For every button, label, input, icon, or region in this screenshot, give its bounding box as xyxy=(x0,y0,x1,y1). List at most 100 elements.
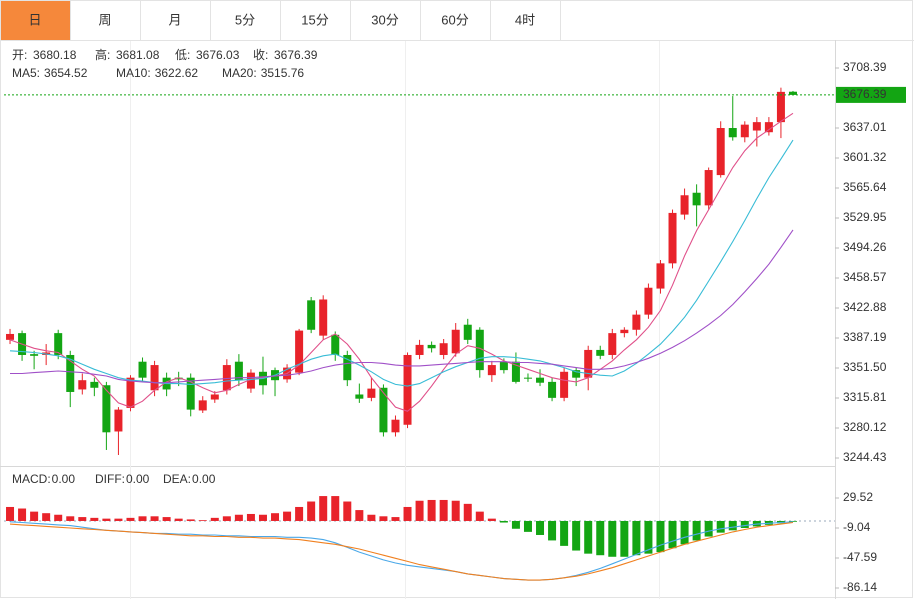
candle-body xyxy=(656,263,665,289)
ma-line xyxy=(9,112,794,412)
candle-body xyxy=(331,334,340,355)
tab-label[interactable]: 15分 xyxy=(301,12,328,27)
candle-body xyxy=(620,329,629,334)
candle-body xyxy=(415,344,424,355)
macd-bar xyxy=(632,520,641,556)
tab-label[interactable]: 60分 xyxy=(441,12,468,27)
ohlc-label: 低: xyxy=(175,48,190,62)
macd-bar xyxy=(548,520,557,541)
tab[interactable] xyxy=(420,0,491,41)
macd-bar xyxy=(150,516,159,521)
candle-body xyxy=(355,394,364,399)
candle-body xyxy=(740,124,749,138)
candle-body xyxy=(222,365,231,391)
macd-bar xyxy=(283,511,292,521)
macd-bar xyxy=(403,506,412,521)
macd-bar xyxy=(54,514,63,521)
y-tick-label: -86.14 xyxy=(843,580,877,594)
candle-body xyxy=(548,381,557,398)
candle-body xyxy=(126,377,135,408)
macd-bar xyxy=(90,517,99,521)
tab-label[interactable]: 4时 xyxy=(515,12,535,27)
ohlc-value: 3676.39 xyxy=(274,48,318,62)
grid xyxy=(130,41,660,599)
tab-label[interactable]: 5分 xyxy=(235,12,255,27)
macd-bar xyxy=(536,520,545,535)
candle-body xyxy=(475,329,484,371)
macd-bar xyxy=(740,520,749,528)
y-tick-label: 3315.81 xyxy=(843,390,887,404)
tab[interactable] xyxy=(140,0,211,41)
y-tick-label: 29.52 xyxy=(843,490,873,504)
macd-bar xyxy=(367,514,376,521)
macd-bar xyxy=(523,520,532,532)
y-tick-label: 3637.01 xyxy=(843,120,887,134)
tab[interactable] xyxy=(350,0,421,41)
tab[interactable] xyxy=(490,0,561,41)
macd-bar xyxy=(644,520,653,554)
macd-bar xyxy=(355,510,364,521)
y-tick-label: 3494.26 xyxy=(843,240,887,254)
candle-body xyxy=(692,192,701,206)
macd-bar xyxy=(258,514,267,521)
candle-body xyxy=(319,299,328,336)
macd-bar xyxy=(451,500,460,521)
candle-body xyxy=(463,324,472,340)
ohlc-label: 高: xyxy=(95,47,110,62)
candle-body xyxy=(379,387,388,433)
macd-bar xyxy=(319,496,328,521)
candle-body xyxy=(752,122,761,131)
candle-body xyxy=(234,361,243,381)
tab[interactable] xyxy=(280,0,351,41)
macd-bar xyxy=(6,506,15,521)
candle-body xyxy=(295,330,304,373)
y-tick-label: 3458.57 xyxy=(843,270,887,284)
macd-bar xyxy=(511,520,520,529)
tab-label[interactable]: 日 xyxy=(28,12,41,27)
tab-label[interactable]: 月 xyxy=(168,12,181,27)
ohlc-value: 3676.03 xyxy=(196,48,240,62)
ma-line xyxy=(10,229,794,384)
y-tick-label: -9.04 xyxy=(843,520,871,534)
tab-label[interactable]: 周 xyxy=(98,12,111,27)
legend-name: DIFF: xyxy=(95,472,125,486)
y-tick-label: 3708.39 xyxy=(843,60,887,74)
candle-body xyxy=(102,385,111,433)
legend-value: 0.00 xyxy=(192,472,216,486)
tab-label[interactable]: 30分 xyxy=(371,12,398,27)
macd-bar xyxy=(499,520,508,523)
candle-body xyxy=(704,170,713,206)
legend-name: MA10: xyxy=(116,66,151,80)
legend-name: MA5: xyxy=(12,66,40,80)
macd-bar xyxy=(668,520,677,549)
ohlc-value: 3680.18 xyxy=(33,48,77,62)
tab[interactable] xyxy=(210,0,281,41)
y-tick-label: 3601.32 xyxy=(843,150,887,164)
macd-bar xyxy=(584,520,593,554)
macd-bar xyxy=(475,511,484,521)
macd-bar xyxy=(186,519,195,521)
candle-body xyxy=(210,394,219,400)
candle-body xyxy=(572,370,581,378)
legend-name: DEA: xyxy=(163,472,191,486)
y-tick-label: 3387.19 xyxy=(843,330,887,344)
candle-body xyxy=(776,91,785,123)
macd-bar xyxy=(680,520,689,545)
macd-bar xyxy=(162,517,171,521)
candle-body xyxy=(367,388,376,398)
candle-body xyxy=(451,329,460,354)
macd-bar xyxy=(656,520,665,553)
candle-body xyxy=(439,343,448,355)
y-tick-label: 3244.43 xyxy=(843,450,887,464)
macd-bar xyxy=(415,500,424,521)
candle-body xyxy=(174,377,183,380)
macd-bar xyxy=(692,520,701,541)
y-tick-label: 3351.50 xyxy=(843,360,887,374)
candle-body xyxy=(138,361,147,378)
macd-bar xyxy=(138,516,147,521)
candle-body xyxy=(788,91,797,95)
candle-body xyxy=(186,377,195,410)
legend-value: 0.00 xyxy=(126,472,150,486)
